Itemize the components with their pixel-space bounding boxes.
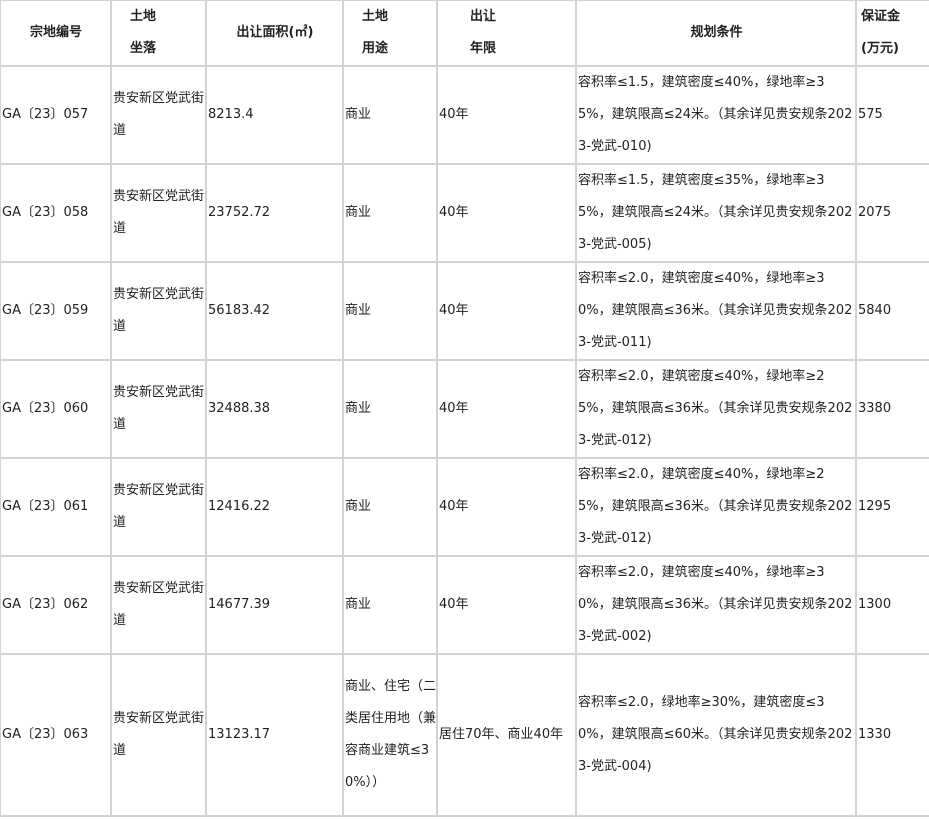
cell-area: 8213.4: [205, 65, 344, 165]
cell-location: 贵安新区党武街道: [110, 163, 207, 263]
cell-term: 40年: [436, 65, 577, 165]
cell-planning: 容积率≤1.5，建筑密度≤40%，绿地率≥35%，建筑限高≤24米。（其余详见贵…: [575, 65, 857, 165]
header-id: 宗地编号: [0, 0, 112, 67]
table-row: GA〔23〕062 贵安新区党武街道 14677.39 商业 40年 容积率≤2.0，建筑…: [0, 555, 929, 655]
header-deposit-line1: 保证金: [861, 9, 901, 24]
cell-term: 居住70年、商业40年: [436, 653, 577, 817]
table-row: GA〔23〕060 贵安新区党武街道 32488.38 商业 40年 容积率≤2.0，建筑…: [0, 359, 929, 459]
header-area: 出让面积(㎡): [205, 0, 344, 67]
header-term-line1: 出让: [470, 9, 497, 24]
cell-location: 贵安新区党武街道: [110, 555, 207, 655]
cell-term: 40年: [436, 555, 577, 655]
cell-area: 56183.42: [205, 261, 344, 361]
header-use-line1: 土地: [362, 9, 389, 24]
cell-use: 商业: [342, 65, 438, 165]
cell-deposit: 1330: [855, 653, 929, 817]
cell-id: GA〔23〕057: [0, 65, 112, 165]
cell-id: GA〔23〕058: [0, 163, 112, 263]
header-location-line2: 坐落: [130, 41, 157, 56]
table-row: GA〔23〕063 贵安新区党武街道 13123.17 商业、住宅（二类居住用地（兼容…: [0, 653, 929, 817]
cell-deposit: 575: [855, 65, 929, 165]
header-deposit-line2: (万元): [861, 41, 899, 56]
cell-deposit: 5840: [855, 261, 929, 361]
cell-planning: 容积率≤2.0，建筑密度≤40%，绿地率≥25%，建筑限高≤36米。（其余详见贵…: [575, 457, 857, 557]
cell-id: GA〔23〕062: [0, 555, 112, 655]
header-row: 宗地编号 土地坐落 出让面积(㎡) 土地用途 出让年限 规划条件 保证金 (万元): [0, 0, 929, 67]
cell-area: 14677.39: [205, 555, 344, 655]
cell-use: 商业、住宅（二类居住用地（兼容商业建筑≤30%））: [342, 653, 438, 817]
cell-planning: 容积率≤2.0，绿地率≥30%，建筑密度≤30%，建筑限高≤60米。（其余详见贵…: [575, 653, 857, 817]
table-row: GA〔23〕057 贵安新区党武街道 8213.4 商业 40年 容积率≤1.5，建筑密度…: [0, 65, 929, 165]
cell-area: 23752.72: [205, 163, 344, 263]
header-location: 土地 坐落: [110, 0, 207, 67]
header-location-line1: 土地: [130, 9, 157, 24]
cell-deposit: 1300: [855, 555, 929, 655]
header-term: 出让 年限: [436, 0, 577, 67]
cell-use: 商业: [342, 261, 438, 361]
cell-planning: 容积率≤2.0，建筑密度≤40%，绿地率≥25%，建筑限高≤36米。（其余详见贵…: [575, 359, 857, 459]
header-planning: 规划条件: [575, 0, 857, 67]
cell-id: GA〔23〕061: [0, 457, 112, 557]
cell-term: 40年: [436, 261, 577, 361]
cell-id: GA〔23〕063: [0, 653, 112, 817]
cell-term: 40年: [436, 359, 577, 459]
table-row: GA〔23〕059 贵安新区党武街道 56183.42 商业 40年 容积率≤2.0，建筑…: [0, 261, 929, 361]
cell-location: 贵安新区党武街道: [110, 653, 207, 817]
cell-deposit: 2075: [855, 163, 929, 263]
cell-use: 商业: [342, 163, 438, 263]
cell-use: 商业: [342, 457, 438, 557]
cell-term: 40年: [436, 163, 577, 263]
table-row: GA〔23〕058 贵安新区党武街道 23752.72 商业 40年 容积率≤1.5，建筑…: [0, 163, 929, 263]
header-use: 土地 用途: [342, 0, 438, 67]
cell-planning: 容积率≤2.0，建筑密度≤40%，绿地率≥30%，建筑限高≤36米。（其余详见贵…: [575, 261, 857, 361]
header-use-line2: 用途: [362, 41, 389, 56]
cell-location: 贵安新区党武街道: [110, 65, 207, 165]
cell-term: 40年: [436, 457, 577, 557]
header-deposit: 保证金 (万元): [855, 0, 929, 67]
cell-planning: 容积率≤2.0，建筑密度≤40%，绿地率≥30%，建筑限高≤36米。（其余详见贵…: [575, 555, 857, 655]
cell-id: GA〔23〕059: [0, 261, 112, 361]
cell-deposit: 1295: [855, 457, 929, 557]
cell-area: 32488.38: [205, 359, 344, 459]
cell-area: 12416.22: [205, 457, 344, 557]
cell-use: 商业: [342, 555, 438, 655]
cell-location: 贵安新区党武街道: [110, 457, 207, 557]
cell-area: 13123.17: [205, 653, 344, 817]
header-term-line2: 年限: [470, 41, 497, 56]
table-row: GA〔23〕061 贵安新区党武街道 12416.22 商业 40年 容积率≤2.0，建筑…: [0, 457, 929, 557]
cell-location: 贵安新区党武街道: [110, 261, 207, 361]
cell-location: 贵安新区党武街道: [110, 359, 207, 459]
cell-use: 商业: [342, 359, 438, 459]
cell-id: GA〔23〕060: [0, 359, 112, 459]
cell-planning: 容积率≤1.5，建筑密度≤35%，绿地率≥35%，建筑限高≤24米。（其余详见贵…: [575, 163, 857, 263]
cell-deposit: 3380: [855, 359, 929, 459]
